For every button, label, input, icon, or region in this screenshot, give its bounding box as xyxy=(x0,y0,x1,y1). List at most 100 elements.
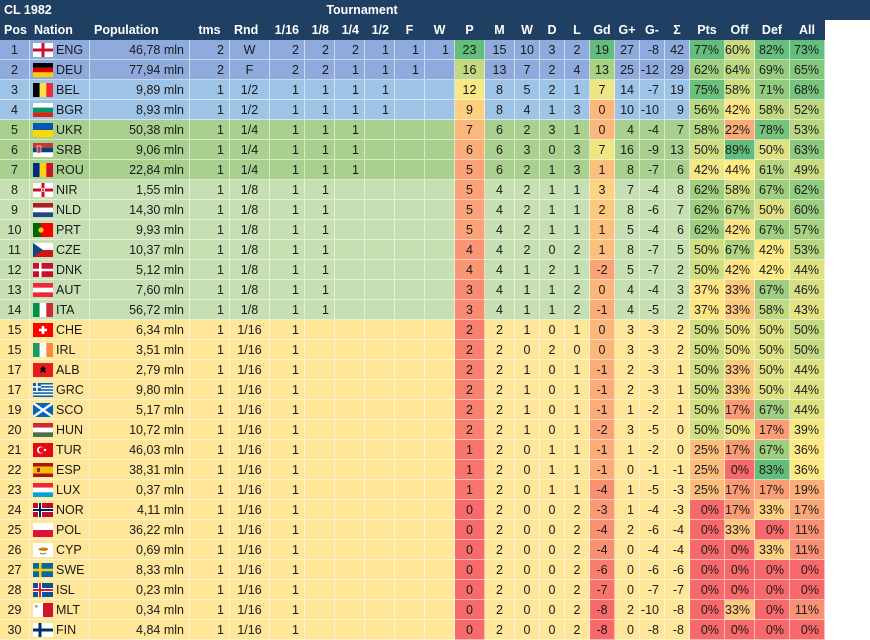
points-cell: 1 xyxy=(455,480,485,500)
matches-cell: 15 xyxy=(485,40,515,60)
goals-for-cell: 27 xyxy=(615,40,640,60)
r2-cell xyxy=(365,440,395,460)
pos-cell: 30 xyxy=(0,620,30,640)
pts-pct-cell: 25% xyxy=(690,480,725,500)
nation-cell: ROU xyxy=(30,160,90,180)
sum-cell: 6 xyxy=(665,220,690,240)
off-pct-cell: 0% xyxy=(725,620,755,640)
rou-flag-icon xyxy=(33,163,53,177)
r16-cell: 1 xyxy=(270,500,305,520)
def-pct-cell: 50% xyxy=(755,380,790,400)
sum-cell: -8 xyxy=(665,620,690,640)
points-cell: 16 xyxy=(455,60,485,80)
winner-cell: 1 xyxy=(425,40,455,60)
points-cell: 0 xyxy=(455,540,485,560)
points-cell: 4 xyxy=(455,260,485,280)
nation-cell: SWE xyxy=(30,560,90,580)
nation-cell: DEU xyxy=(30,60,90,80)
points-cell: 7 xyxy=(455,120,485,140)
pts-pct-cell: 50% xyxy=(690,400,725,420)
goal-diff-cell: 7 xyxy=(590,80,615,100)
all-pct-cell: 36% xyxy=(790,460,825,480)
off-pct-cell: 58% xyxy=(725,180,755,200)
winner-cell xyxy=(425,560,455,580)
r2-cell xyxy=(365,420,395,440)
nation-code: UKR xyxy=(56,123,83,137)
r16-cell: 1 xyxy=(270,480,305,500)
matches-cell: 2 xyxy=(485,540,515,560)
table-row: 11 CZE 10,37 mln 1 1/8 1 1 4 4 2 0 2 1 8 -7 5 50% 67% 42% 5… xyxy=(0,240,870,260)
table-row: 19 SCO 5,17 mln 1 1/16 1 2 2 1 0 1 -1 1 -2 1 50% 17% 67% 4… xyxy=(0,400,870,420)
wins-cell: 1 xyxy=(515,320,540,340)
losses-cell: 2 xyxy=(565,560,590,580)
goals-for-cell: 4 xyxy=(615,120,640,140)
goals-for-cell: 3 xyxy=(615,420,640,440)
goals-against-cell: -6 xyxy=(640,560,665,580)
nation-code: SWE xyxy=(56,563,85,577)
goal-diff-cell: -7 xyxy=(590,580,615,600)
population-cell: 9,89 mln xyxy=(90,80,190,100)
nation-cell: AUT xyxy=(30,280,90,300)
srb-flag-icon xyxy=(33,143,53,157)
r4-cell xyxy=(335,340,365,360)
swe-flag-icon xyxy=(33,563,53,577)
draws-cell: 1 xyxy=(540,160,565,180)
round-cell: 1/4 xyxy=(230,140,270,160)
column-header: All xyxy=(790,20,825,40)
goals-for-cell: 4 xyxy=(615,280,640,300)
matches-cell: 4 xyxy=(485,300,515,320)
off-pct-cell: 0% xyxy=(725,540,755,560)
goal-diff-cell: -1 xyxy=(590,440,615,460)
r2-cell: 1 xyxy=(365,80,395,100)
nation-code: NOR xyxy=(56,503,84,517)
alb-flag-icon xyxy=(33,363,53,377)
matches-cell: 2 xyxy=(485,480,515,500)
round-cell: 1/16 xyxy=(230,520,270,540)
table-row: 6 SRB 9,06 mln 1 1/4 1 1 1 6 6 3 0 3 7 16 -9 13 50% 89% 50%… xyxy=(0,140,870,160)
column-header: G+ xyxy=(615,20,640,40)
r4-cell xyxy=(335,220,365,240)
r8-cell: 2 xyxy=(305,60,335,80)
r4-cell xyxy=(335,520,365,540)
r8-cell xyxy=(305,500,335,520)
sum-cell: 5 xyxy=(665,240,690,260)
losses-cell: 2 xyxy=(565,240,590,260)
goals-against-cell: -10 xyxy=(640,100,665,120)
def-pct-cell: 69% xyxy=(755,60,790,80)
goals-against-cell: -7 xyxy=(640,160,665,180)
draws-cell: 0 xyxy=(540,600,565,620)
def-pct-cell: 67% xyxy=(755,220,790,240)
wins-cell: 1 xyxy=(515,400,540,420)
draws-cell: 0 xyxy=(540,520,565,540)
r4-cell xyxy=(335,400,365,420)
draws-cell: 2 xyxy=(540,260,565,280)
aut-flag-icon xyxy=(33,283,53,297)
table-row: 13 AUT 7,60 mln 1 1/8 1 1 3 4 1 1 2 0 4 -4 3 37% 33% 67% 46… xyxy=(0,280,870,300)
all-pct-cell: 53% xyxy=(790,240,825,260)
nld-flag-icon xyxy=(33,203,53,217)
wins-cell: 0 xyxy=(515,440,540,460)
r2-cell xyxy=(365,140,395,160)
population-cell: 2,79 mln xyxy=(90,360,190,380)
table-row: 17 ALB 2,79 mln 1 1/16 1 2 2 1 0 1 -1 2 -3 1 50% 33% 50% 4… xyxy=(0,360,870,380)
nation-code: ROU xyxy=(56,163,84,177)
pts-pct-cell: 0% xyxy=(690,500,725,520)
final-cell xyxy=(395,140,425,160)
r8-cell: 1 xyxy=(305,200,335,220)
nation-code: SCO xyxy=(56,403,84,417)
points-cell: 1 xyxy=(455,460,485,480)
matches-cell: 2 xyxy=(485,580,515,600)
draws-cell: 1 xyxy=(540,460,565,480)
goals-against-cell: -7 xyxy=(640,80,665,100)
pos-cell: 19 xyxy=(0,400,30,420)
r16-cell: 1 xyxy=(270,80,305,100)
goals-against-cell: -2 xyxy=(640,400,665,420)
draws-cell: 1 xyxy=(540,180,565,200)
all-pct-cell: 17% xyxy=(790,500,825,520)
pos-cell: 8 xyxy=(0,180,30,200)
wins-cell: 0 xyxy=(515,500,540,520)
column-header: W xyxy=(515,20,540,40)
nation-code: IRL xyxy=(56,343,76,357)
matches-cell: 4 xyxy=(485,280,515,300)
goal-diff-cell: 1 xyxy=(590,160,615,180)
